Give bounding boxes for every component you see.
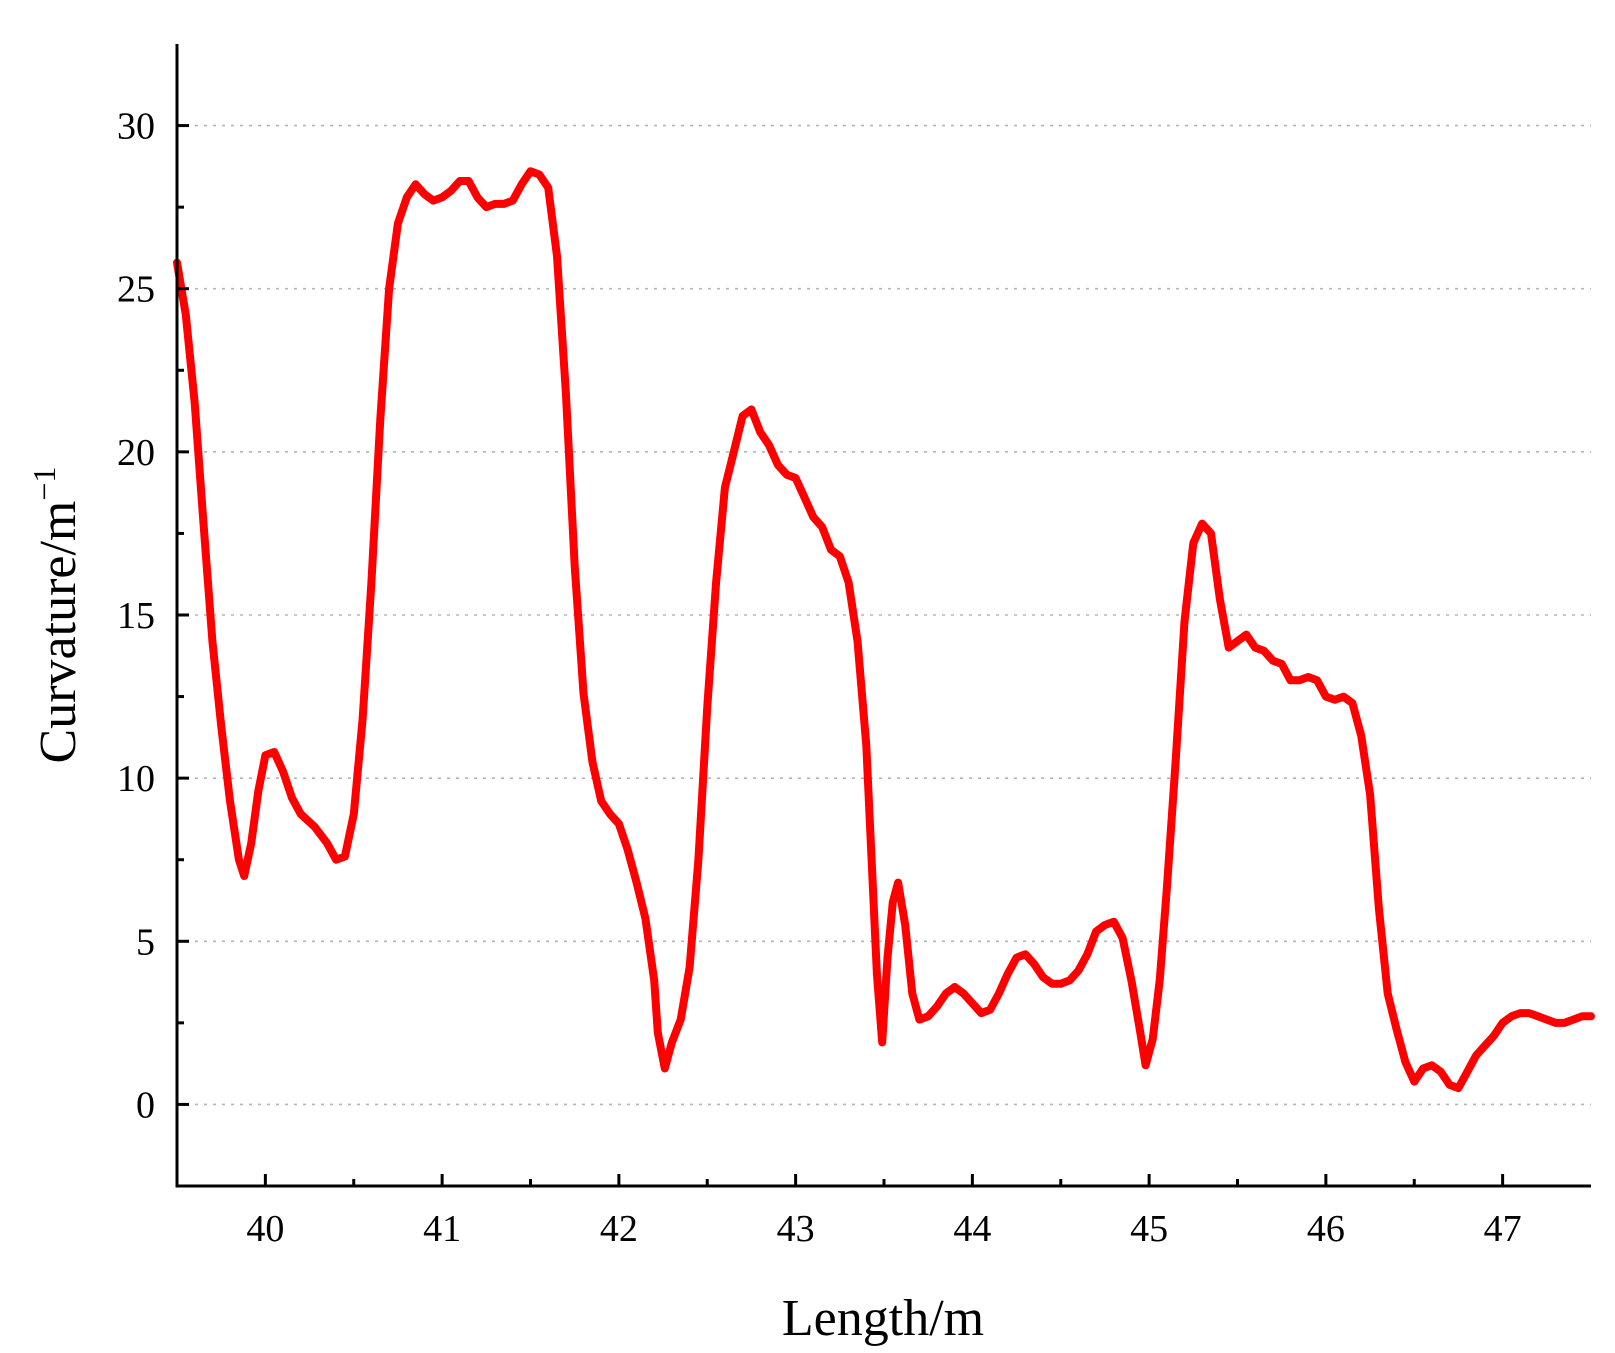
x-tick-label: 47 bbox=[1484, 1208, 1522, 1250]
y-axis-title-main: Curvature/m bbox=[30, 501, 87, 764]
y-tick-label: 20 bbox=[117, 432, 155, 474]
y-axis-title: Curvature/m−1 bbox=[26, 467, 87, 764]
y-tick-label: 10 bbox=[117, 758, 155, 800]
y-tick-label: 5 bbox=[136, 921, 155, 963]
x-tick-label: 44 bbox=[953, 1208, 991, 1250]
y-tick-label: 0 bbox=[136, 1084, 155, 1126]
series-layer bbox=[173, 167, 1595, 1093]
x-axis-title: Length/m bbox=[782, 1290, 984, 1347]
curvature-line bbox=[173, 167, 1595, 1093]
y-tick-label: 30 bbox=[117, 106, 155, 148]
x-tick-label: 42 bbox=[600, 1208, 638, 1250]
x-tick-label: 45 bbox=[1130, 1208, 1168, 1250]
y-axis-title-superscript: −1 bbox=[26, 467, 62, 501]
ticks bbox=[177, 124, 1505, 1186]
x-tick-label: 46 bbox=[1307, 1208, 1345, 1250]
x-tick-label: 41 bbox=[423, 1208, 461, 1250]
x-tick-label: 40 bbox=[246, 1208, 284, 1250]
y-tick-label: 15 bbox=[117, 595, 155, 637]
y-tick-label: 25 bbox=[117, 269, 155, 311]
x-tick-label: 43 bbox=[777, 1208, 815, 1250]
tick-labels: 0 5 10 15 20 25 30 40 41 42 43 44 45 46 47 bbox=[117, 106, 1522, 1250]
grid-lines bbox=[177, 124, 1591, 1106]
